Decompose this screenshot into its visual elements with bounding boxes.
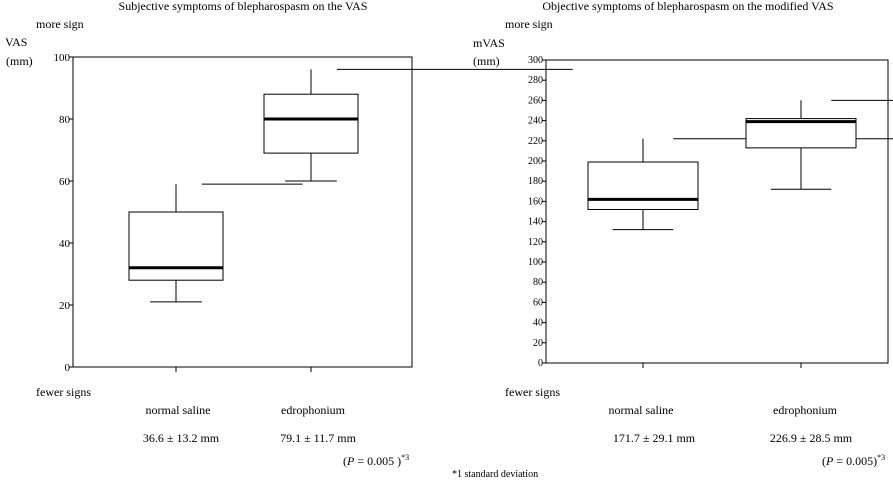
chart1-summary-1: 79.1 ± 11.7 mm: [280, 431, 356, 445]
chart2-ytick-label-2: 40: [533, 318, 543, 329]
chart2-ytick-label-3: 60: [533, 297, 543, 308]
chart2-ylabel-line2: (mm): [473, 54, 500, 68]
chart2-ytick-label-7: 140: [528, 217, 543, 228]
chart2-category-1: edrophonium: [773, 403, 838, 417]
footnote: *1 standard deviation: [452, 469, 538, 480]
chart1-summary-0: 36.6 ± 13.2 mm: [143, 431, 220, 445]
chart1-pvalue: (P = 0.005 )*3: [343, 453, 409, 468]
chart2-ytick-label-0: 0: [538, 358, 543, 369]
chart1-top-label: more sign: [36, 17, 84, 31]
chart1-ylabel-line2: (mm): [6, 54, 33, 68]
chart2-top-label: more sign: [505, 17, 553, 31]
chart1-ytick-label-4: 80: [59, 114, 71, 126]
chart2-box-0: [587, 161, 699, 210]
chart2-ytick-label-5: 100: [528, 257, 543, 268]
chart2-ytick-label-8: 160: [528, 196, 543, 207]
chart1-box-0: [128, 211, 224, 281]
chart1-ytick-label-2: 40: [59, 238, 71, 250]
chart2-ylabel-line1: mVAS: [473, 36, 505, 50]
chart2-ytick-label-4: 80: [533, 277, 543, 288]
chart1-category-0: normal saline: [146, 403, 211, 417]
chart1-ytick-label-0: 0: [65, 362, 71, 374]
chart2-ytick-label-9: 180: [528, 176, 543, 187]
chart2-summary-0: 171.7 ± 29.1 mm: [613, 431, 696, 445]
chart1-ytick-label-1: 20: [59, 300, 71, 312]
chart2-ytick-label-12: 240: [528, 116, 543, 127]
chart1-box-1: [263, 93, 359, 154]
chart2-ytick-label-13: 260: [528, 95, 543, 106]
chart2-pvalue: (P = 0.005)*3: [822, 453, 885, 468]
chart1-plot-frame: [72, 56, 413, 368]
chart1-ytick-label-3: 60: [59, 176, 71, 188]
chart2-plot-frame: [545, 59, 889, 364]
chart2-category-0: normal saline: [609, 403, 674, 417]
chart1-ytick-label-5: 100: [54, 52, 71, 64]
chart2-ytick-label-6: 120: [528, 237, 543, 248]
chart2-ytick-label-15: 300: [528, 55, 543, 66]
chart1-category-1: edrophonium: [281, 403, 346, 417]
chart2-ytick-label-11: 220: [528, 136, 543, 147]
chart2-bottom-label: fewer signs: [505, 385, 560, 399]
chart2-ytick-label-1: 20: [533, 338, 543, 349]
chart1-ylabel-line1: VAS: [5, 35, 27, 49]
chart2-ytick-label-10: 200: [528, 156, 543, 167]
chart1-bottom-label: fewer signs: [36, 385, 91, 399]
chart1-title: Subjective symptoms of blepharospasm on …: [119, 0, 368, 13]
chart2-ytick-label-14: 280: [528, 75, 543, 86]
chart2-summary-1: 226.9 ± 28.5 mm: [770, 431, 853, 445]
chart2-title: Objective symptoms of blepharospasm on t…: [542, 0, 833, 13]
chart2-box-1: [745, 118, 857, 149]
